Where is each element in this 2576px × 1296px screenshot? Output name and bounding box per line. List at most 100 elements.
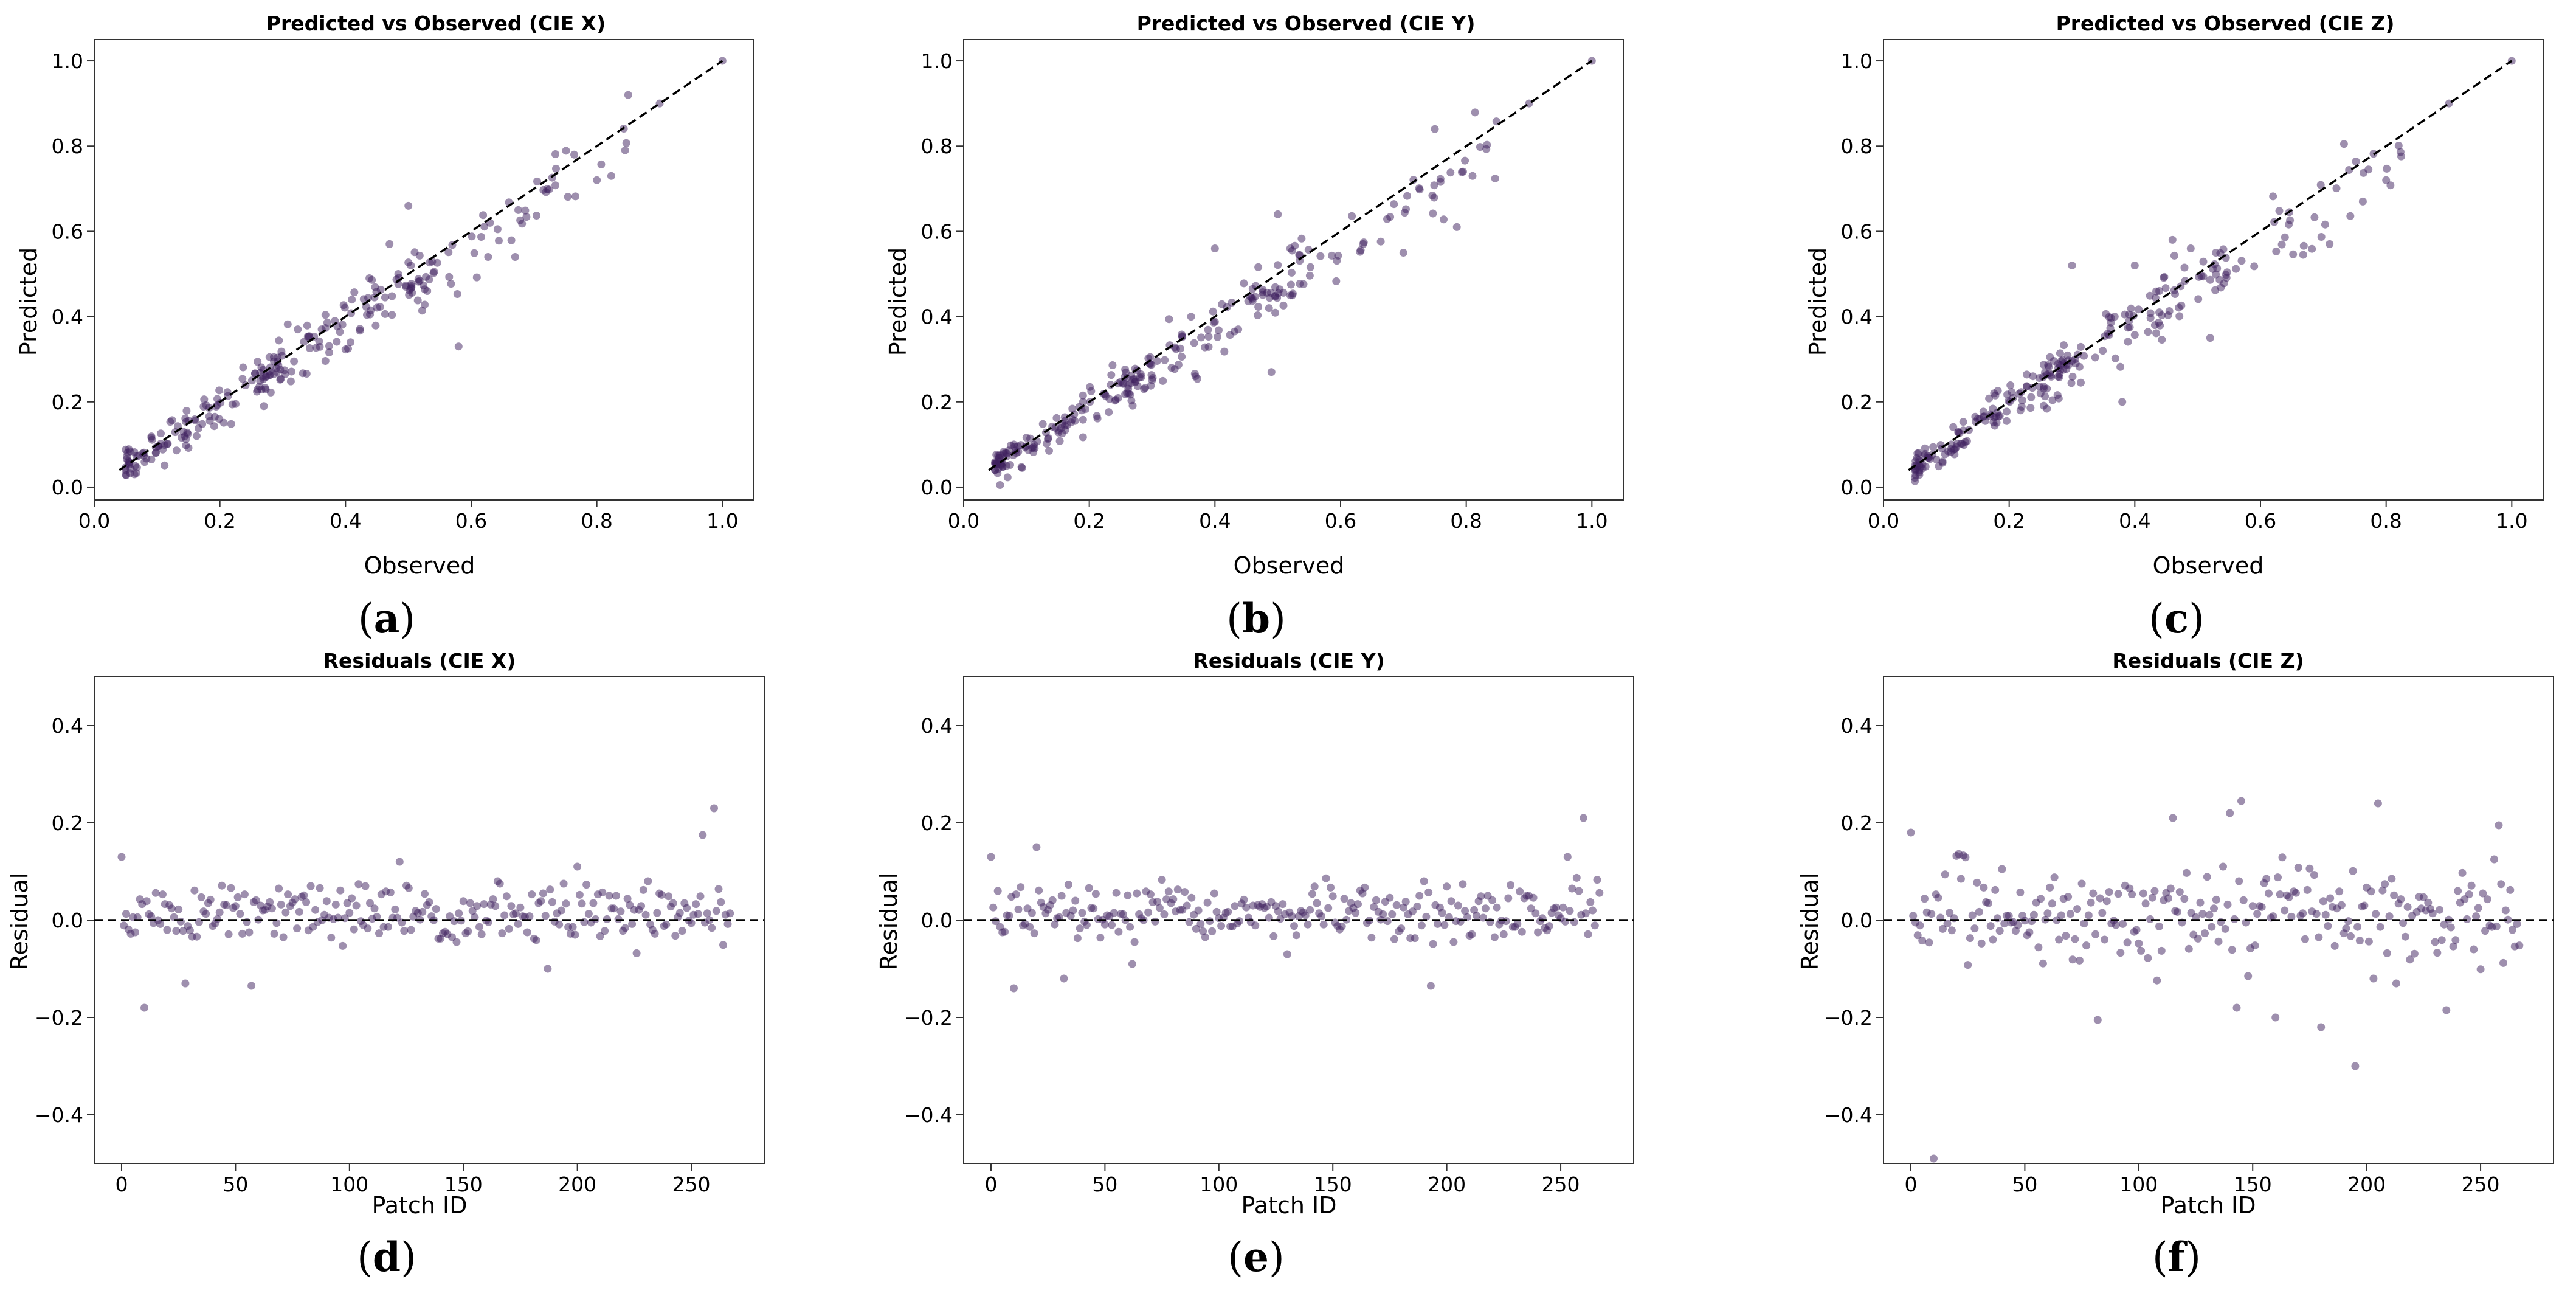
panel-f-data-point <box>2376 923 2384 931</box>
panel-e-data-point <box>1534 928 1542 937</box>
panel-e-data-point <box>1014 905 1023 913</box>
panel-d-data-point <box>300 891 308 899</box>
panel-f-data-point <box>1907 828 1915 837</box>
panel-f-data-point <box>2269 912 2277 921</box>
panel-a-data-point <box>151 449 160 457</box>
panel-e-data-point <box>1424 888 1433 896</box>
panel-f-data-point <box>2506 885 2515 894</box>
panel-e-data-point <box>1027 909 1036 917</box>
panel-c-data-point <box>2194 295 2203 303</box>
panel-a-y-tick-label: 0.6 <box>52 220 83 243</box>
panel-d-data-point <box>352 901 361 910</box>
panel-a-data-point <box>516 216 525 224</box>
panel-e-data-point <box>1379 910 1387 918</box>
panel-b-x-tick-label: 0.4 <box>1199 509 1231 533</box>
panel-f-data-point <box>2184 944 2193 953</box>
panel-d-data-point <box>708 924 716 932</box>
panel-d-data-point <box>505 924 513 933</box>
panel-e-data-point <box>1589 906 1597 915</box>
panel-a-caption-label: (a) <box>358 595 415 642</box>
panel-d-data-point <box>395 858 404 866</box>
panel-e-data-point <box>1164 887 1173 896</box>
panel-b-data-point <box>1271 291 1279 300</box>
panel-f-data-point <box>2419 893 2428 901</box>
panel-c-data-point <box>2317 233 2326 241</box>
panel-f-data-point <box>2208 923 2216 931</box>
panel-e-data-point <box>1477 892 1485 901</box>
panel-c-data-point <box>2144 328 2152 336</box>
panel-f-data-point <box>1980 883 1988 892</box>
panel-a-data-point <box>454 342 463 351</box>
panel-f-data-point <box>2221 924 2229 933</box>
panel-f-data-point <box>2312 910 2321 918</box>
panel-a-data-point <box>418 307 426 315</box>
panel-d-data-point <box>578 899 586 908</box>
panel-c-data-point <box>2186 244 2195 252</box>
panel-e-data-point <box>1479 913 1488 922</box>
panel-b-data-point <box>1461 156 1469 165</box>
panel-d-data-point <box>147 912 156 921</box>
panel-f-data-point <box>2119 920 2127 928</box>
panel-e-data-point <box>1417 921 1426 930</box>
panel-f-x-tick-label: 50 <box>2012 1173 2037 1196</box>
panel-e-data-point <box>989 903 998 912</box>
panel-d-data-point <box>306 882 315 890</box>
panel-e-data-point <box>1310 882 1319 891</box>
panel-c-data-point <box>2027 393 2036 401</box>
panel-e-data-point <box>1069 906 1077 915</box>
panel-b-data-point <box>1274 210 1282 218</box>
panel-f-letter: f <box>2168 1233 2188 1281</box>
panel-c-data-point <box>2102 310 2110 318</box>
panel-c-x-tick-label: 0.4 <box>2119 509 2150 533</box>
panel-f-data-point <box>2183 868 2191 877</box>
panel-a-data-point <box>254 358 262 366</box>
panel-f-data-point <box>2205 910 2214 919</box>
panel-f-data-point <box>2385 912 2394 921</box>
panel-c-data-point <box>2018 396 2026 404</box>
panel-b-data-point <box>1093 412 1101 420</box>
panel-f-data-point <box>2454 887 2462 895</box>
panel-f-data-point <box>2014 921 2022 929</box>
panel-c-data-point <box>2077 342 2085 351</box>
panel-e-caption-label: (e) <box>1228 1233 1285 1281</box>
panel-d-data-point <box>277 900 285 909</box>
panel-e-data-point <box>1035 886 1043 895</box>
panel-a-data-point <box>168 416 176 424</box>
panel-c-data-point <box>2158 336 2166 344</box>
panel-f-data-point <box>2244 972 2253 980</box>
panel-b-data-point <box>1215 326 1223 334</box>
panel-f-data-point <box>2509 926 2516 934</box>
panel-c-data-point <box>2217 283 2225 292</box>
panel-a-title: Predicted vs Observed (CIE X) <box>266 12 606 35</box>
panel-c-data-point <box>2158 311 2166 319</box>
panel-d-data-point <box>455 909 463 918</box>
panel-e-y-tick-label: −0.2 <box>904 1006 953 1030</box>
panel-f-data-point <box>1909 912 1918 920</box>
panel-b-x-tick-label: 0.8 <box>1450 509 1482 533</box>
panel-f-data-point <box>2025 928 2034 937</box>
panel-a-data-point <box>423 287 432 295</box>
panel-e-data-point <box>1279 900 1287 909</box>
panel-b-x-tick-label: 0.0 <box>948 509 979 533</box>
panel-b-data-point <box>1254 303 1263 311</box>
panel-b: Predicted vs Observed (CIE Y) 0.0 0.2 0.4 0… <box>885 12 1624 642</box>
panel-d-data-point <box>345 909 354 917</box>
panel-e-data-point <box>1459 880 1467 889</box>
panel-b-data-point <box>1018 463 1026 472</box>
panel-f-data-point <box>2251 941 2259 950</box>
panel-a-data-point <box>303 321 311 330</box>
panel-b-data-point <box>1153 357 1161 365</box>
panel-f-data-point <box>1956 875 1965 883</box>
panel-f-data-point <box>2128 890 2136 899</box>
panel-a-data-point <box>260 402 268 411</box>
panel-c-data-point <box>2077 378 2085 387</box>
panel-e-data-point <box>1078 909 1086 917</box>
panel-f-data-point <box>2219 862 2227 871</box>
panel-b-data-point <box>1105 408 1113 417</box>
panel-a-data-point <box>468 232 476 241</box>
panel-b-data-point <box>1148 376 1156 384</box>
panel-c-data-point <box>2104 330 2112 338</box>
panel-f-data-point <box>2253 910 2262 918</box>
panel-f-data-point <box>2285 893 2293 901</box>
